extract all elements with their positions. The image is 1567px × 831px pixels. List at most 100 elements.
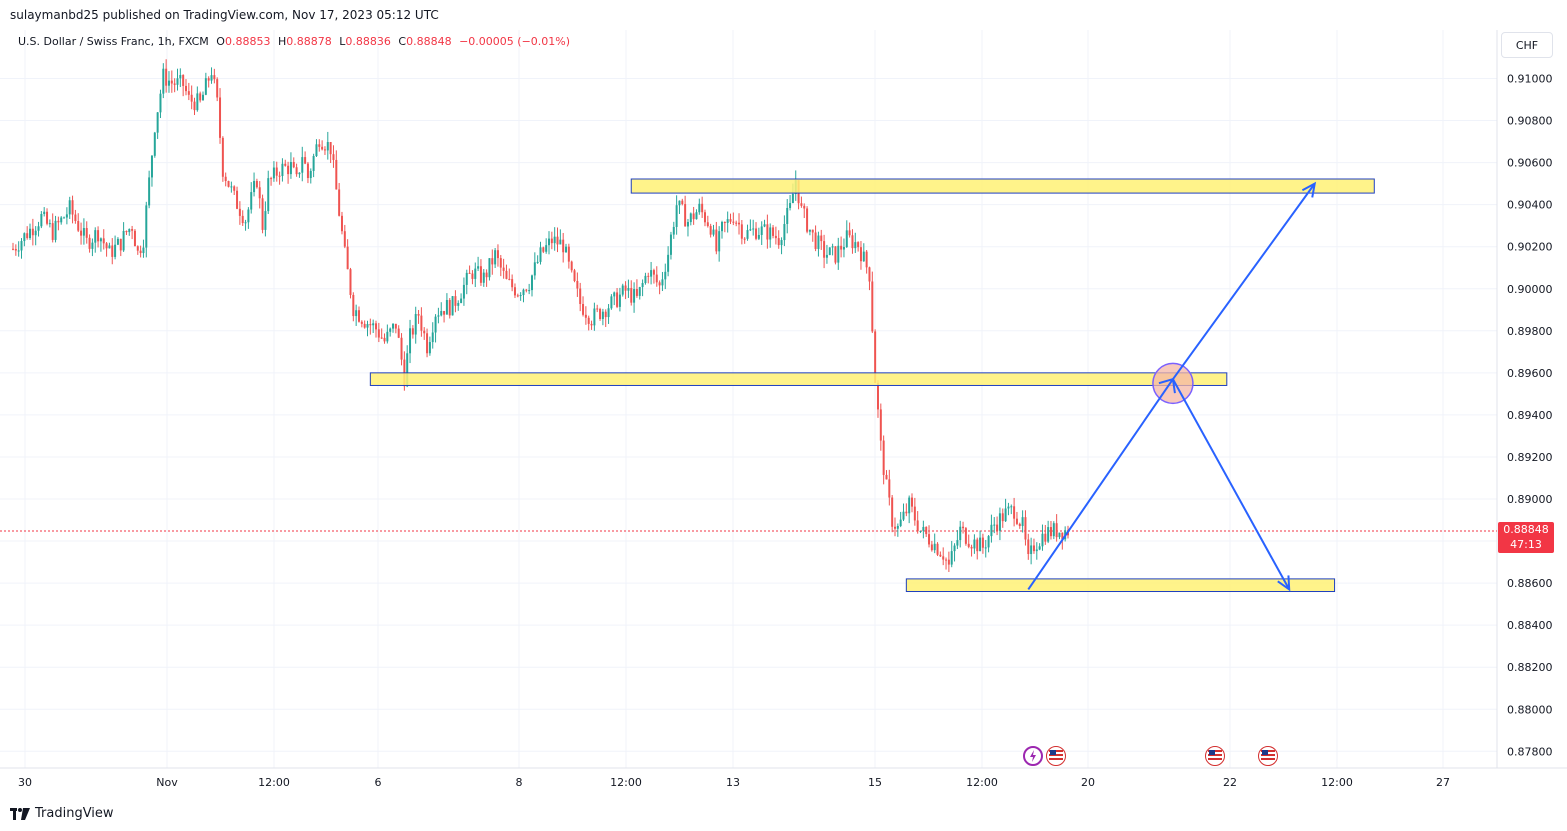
candle-body (355, 310, 358, 317)
zone-support (905, 578, 1336, 593)
price-tick-label: 0.88600 (1507, 577, 1553, 590)
candle-body (919, 530, 922, 532)
candle-body (292, 162, 295, 168)
candle-body (37, 226, 40, 231)
candle-body (539, 247, 542, 262)
candle-body (871, 281, 874, 332)
candle-body (488, 258, 491, 278)
candle-body (119, 238, 122, 251)
candle-body (933, 543, 936, 551)
candle-body (987, 536, 990, 548)
footer: TradingView (0, 798, 1567, 831)
candle-body (888, 479, 891, 498)
candle-body (284, 163, 287, 166)
candle-body (732, 221, 735, 223)
candle-body (1038, 546, 1041, 550)
candle-body (377, 329, 380, 338)
candle-body (375, 323, 378, 330)
candle-body (828, 247, 831, 255)
candle-body (618, 294, 621, 307)
candle-body (400, 337, 403, 360)
candle-body (610, 296, 613, 309)
candle-body (491, 258, 494, 265)
candle-body (287, 165, 290, 175)
candle-body (854, 242, 857, 249)
candle-body (244, 222, 247, 224)
candle-body (414, 314, 417, 335)
candle-body (267, 178, 270, 212)
candle-body (757, 234, 760, 239)
candle-body (315, 144, 318, 157)
currency-button[interactable]: CHF (1501, 32, 1553, 58)
candle-body (170, 80, 173, 84)
candle-body (769, 227, 772, 240)
candle-body (947, 559, 950, 565)
projection-arrows (1027, 181, 1317, 592)
us-flag-event-icon[interactable] (1258, 746, 1278, 766)
candle-body (179, 75, 182, 79)
candle-body (556, 236, 559, 245)
candle-body (46, 211, 49, 224)
candle-body (465, 272, 468, 285)
candle-body (593, 308, 596, 326)
candle-body (729, 219, 732, 222)
candle-body (65, 214, 68, 218)
candle-body (219, 97, 222, 138)
candle-body (445, 299, 448, 315)
candle-body (349, 269, 352, 295)
candle-body (386, 331, 389, 342)
time-tick-label: 8 (516, 776, 523, 789)
candle-body (559, 239, 562, 245)
candle-body (545, 245, 548, 252)
candle-body (199, 93, 202, 101)
candle-body (224, 176, 227, 181)
candle-body (343, 231, 346, 247)
candle-body (335, 159, 338, 190)
candle-body (173, 83, 176, 85)
candle-body (908, 497, 911, 514)
close-label: C (398, 35, 407, 48)
candle-body (542, 247, 545, 252)
candle-body (715, 229, 718, 252)
candle-body (686, 222, 689, 227)
candle-body (740, 224, 743, 239)
candle-body (891, 497, 894, 527)
candle-body (1018, 523, 1021, 527)
tradingview-logo[interactable]: TradingView (10, 806, 114, 821)
candle-body (221, 137, 224, 177)
candle-body (786, 207, 789, 224)
candle-body (54, 220, 57, 240)
time-tick-label: 15 (868, 776, 882, 789)
candle-body (153, 132, 156, 156)
candle-body (763, 224, 766, 227)
symbol-label[interactable]: U.S. Dollar / Swiss Franc, 1h, FXCM (18, 35, 209, 48)
candle-body (738, 222, 741, 225)
candle-body (31, 228, 34, 236)
candle-body (502, 267, 505, 271)
candle-body (928, 534, 931, 545)
candle-body (443, 311, 446, 315)
earnings-lightning-icon[interactable] (1023, 746, 1043, 766)
candle-body (567, 246, 570, 262)
candle-body (749, 229, 752, 231)
candle-body (227, 180, 230, 187)
close-value: 0.88848 (406, 35, 452, 48)
candle-body (964, 528, 967, 544)
candle-body (735, 222, 738, 224)
candle-body (1032, 545, 1035, 552)
candle-body (97, 230, 100, 242)
candle-body (766, 224, 769, 240)
us-flag-event-icon[interactable] (1205, 746, 1225, 766)
candle-body (301, 157, 304, 173)
candle-body (477, 266, 480, 269)
candle-body (678, 200, 681, 206)
candle-body (718, 231, 721, 252)
candle-body (20, 241, 23, 251)
candle-body (675, 205, 678, 227)
candle-body (57, 220, 60, 223)
candle-body (633, 289, 636, 303)
price-chart[interactable]: 0.91000 0.90800 0.90600 0.90400 0.90200 0.900… (0, 0, 1567, 798)
us-flag-event-icon[interactable] (1046, 746, 1066, 766)
candle-body (950, 551, 953, 565)
candle-body (652, 270, 655, 275)
